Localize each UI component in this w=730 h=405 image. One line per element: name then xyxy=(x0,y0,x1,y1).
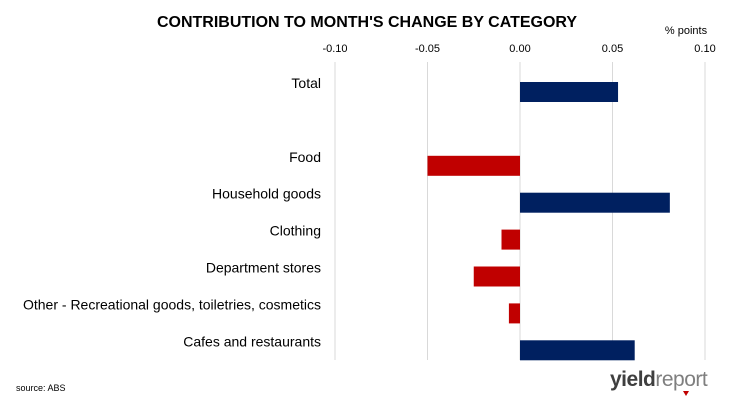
category-label: Clothing xyxy=(270,223,321,239)
logo-accent-icon xyxy=(683,391,689,396)
category-label: Other - Recreational goods, toiletries, … xyxy=(23,296,321,312)
logo-wordmark: yieldreport xyxy=(610,368,708,391)
category-labels: Total Food Household goods Clothing Departme… xyxy=(23,75,321,349)
x-tick-labels: -0.10 -0.05 0.00 0.05 0.10 xyxy=(322,43,715,55)
bar xyxy=(501,229,520,250)
logo-wordmark-part: yield xyxy=(610,368,655,391)
bars xyxy=(427,82,670,361)
category-label: Household goods xyxy=(212,186,321,202)
x-tick-label: 0.10 xyxy=(694,43,715,55)
logo-wordmark-part: report xyxy=(655,368,708,391)
bar xyxy=(520,192,670,213)
x-tick-label: -0.10 xyxy=(322,43,347,55)
unit-label: % points xyxy=(665,25,708,37)
category-label: Department stores xyxy=(206,260,321,276)
chart-title: CONTRIBUTION TO MONTH'S CHANGE BY CATEGO… xyxy=(157,14,577,31)
x-tick-label: -0.05 xyxy=(415,43,440,55)
source-note: source: ABS xyxy=(16,383,66,393)
yieldreport-logo: yieldreport xyxy=(610,368,708,396)
bar xyxy=(520,82,619,102)
category-label: Total xyxy=(291,75,321,91)
bar xyxy=(508,303,520,324)
x-tick-label: 0.05 xyxy=(602,43,623,55)
x-tick-label: 0.00 xyxy=(509,43,530,55)
category-label: Food xyxy=(289,149,321,165)
category-label: Cafes and restaurants xyxy=(183,333,321,349)
bar xyxy=(473,266,520,287)
bar xyxy=(427,155,520,176)
bar xyxy=(520,340,635,361)
